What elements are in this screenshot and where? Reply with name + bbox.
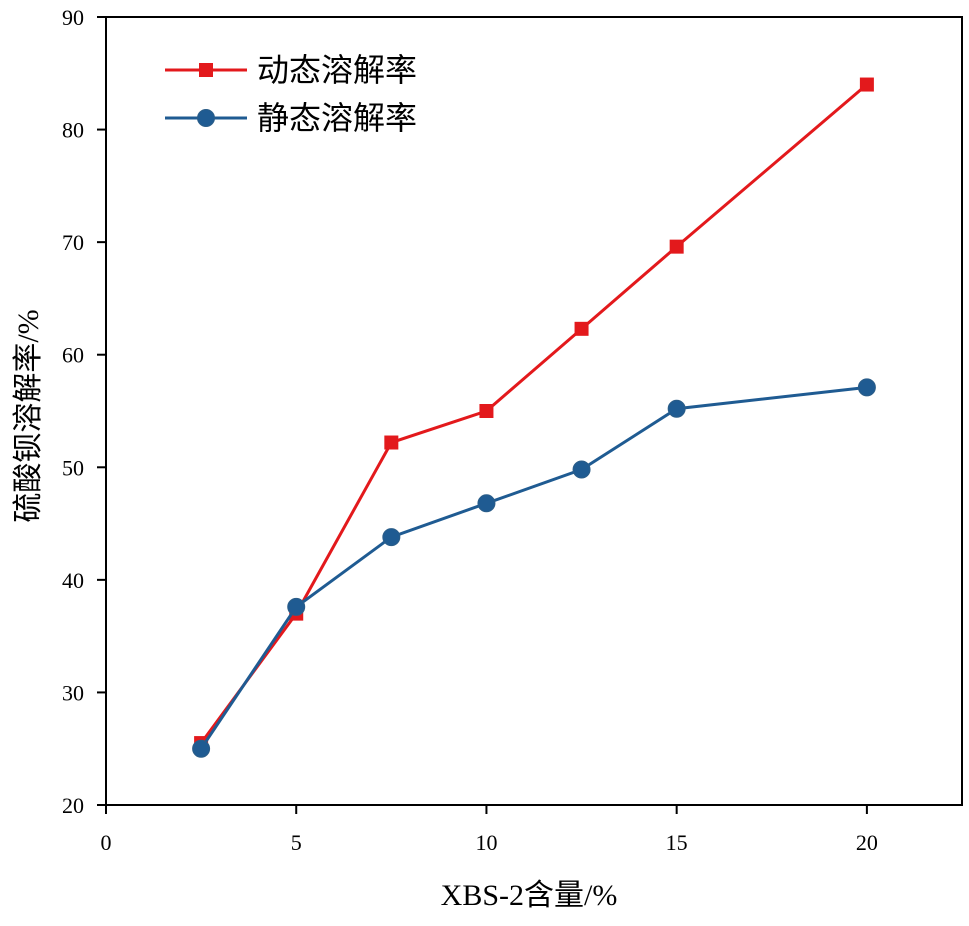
plot-frame: [105, 16, 963, 806]
data-point: [859, 77, 874, 92]
legend-item-1: 动态溶解率: [165, 52, 417, 88]
data-point: [384, 435, 399, 450]
y-tick-label: 80: [62, 118, 84, 143]
data-point: [287, 597, 306, 616]
y-axis-title: 硫酸钡溶解率/%: [12, 309, 45, 522]
y-tick-label: 60: [62, 343, 84, 368]
data-point: [667, 399, 686, 418]
data-point: [477, 494, 496, 513]
data-point: [857, 378, 876, 397]
data-point: [574, 321, 589, 336]
legend-marker: [197, 109, 215, 127]
x-tick-label: 0: [101, 830, 112, 855]
x-tick-label: 15: [666, 830, 688, 855]
y-tick-label: 30: [62, 680, 84, 705]
x-axis-title: XBS-2含量/%: [441, 879, 618, 912]
legend-label: 动态溶解率: [257, 52, 417, 88]
data-point: [382, 528, 401, 547]
x-tick-label: 10: [475, 830, 497, 855]
series-line: [199, 83, 868, 744]
y-tick-label: 50: [62, 455, 84, 480]
axes: [105, 16, 963, 806]
y-tick-label: 20: [62, 793, 84, 818]
legend-marker: [199, 63, 213, 77]
legend-item-2: 静态溶解率: [165, 100, 417, 136]
axis-ticks: 0 5 10 15 20 20 30 40 50 60 70 80 90: [62, 5, 878, 855]
y-tick-label: 40: [62, 568, 84, 593]
data-point: [192, 739, 211, 758]
legend-label: 静态溶解率: [257, 100, 417, 136]
series-1: [194, 77, 874, 751]
y-tick-label: 70: [62, 230, 84, 255]
x-tick-label: 5: [291, 830, 302, 855]
data-point: [669, 239, 684, 254]
series-2: [192, 378, 876, 758]
data-point: [479, 404, 494, 418]
y-tick-label: 90: [62, 5, 84, 30]
x-tick-label: 20: [856, 830, 878, 855]
series-line: [199, 385, 868, 750]
data-point: [572, 460, 591, 479]
series-group: [192, 77, 876, 758]
